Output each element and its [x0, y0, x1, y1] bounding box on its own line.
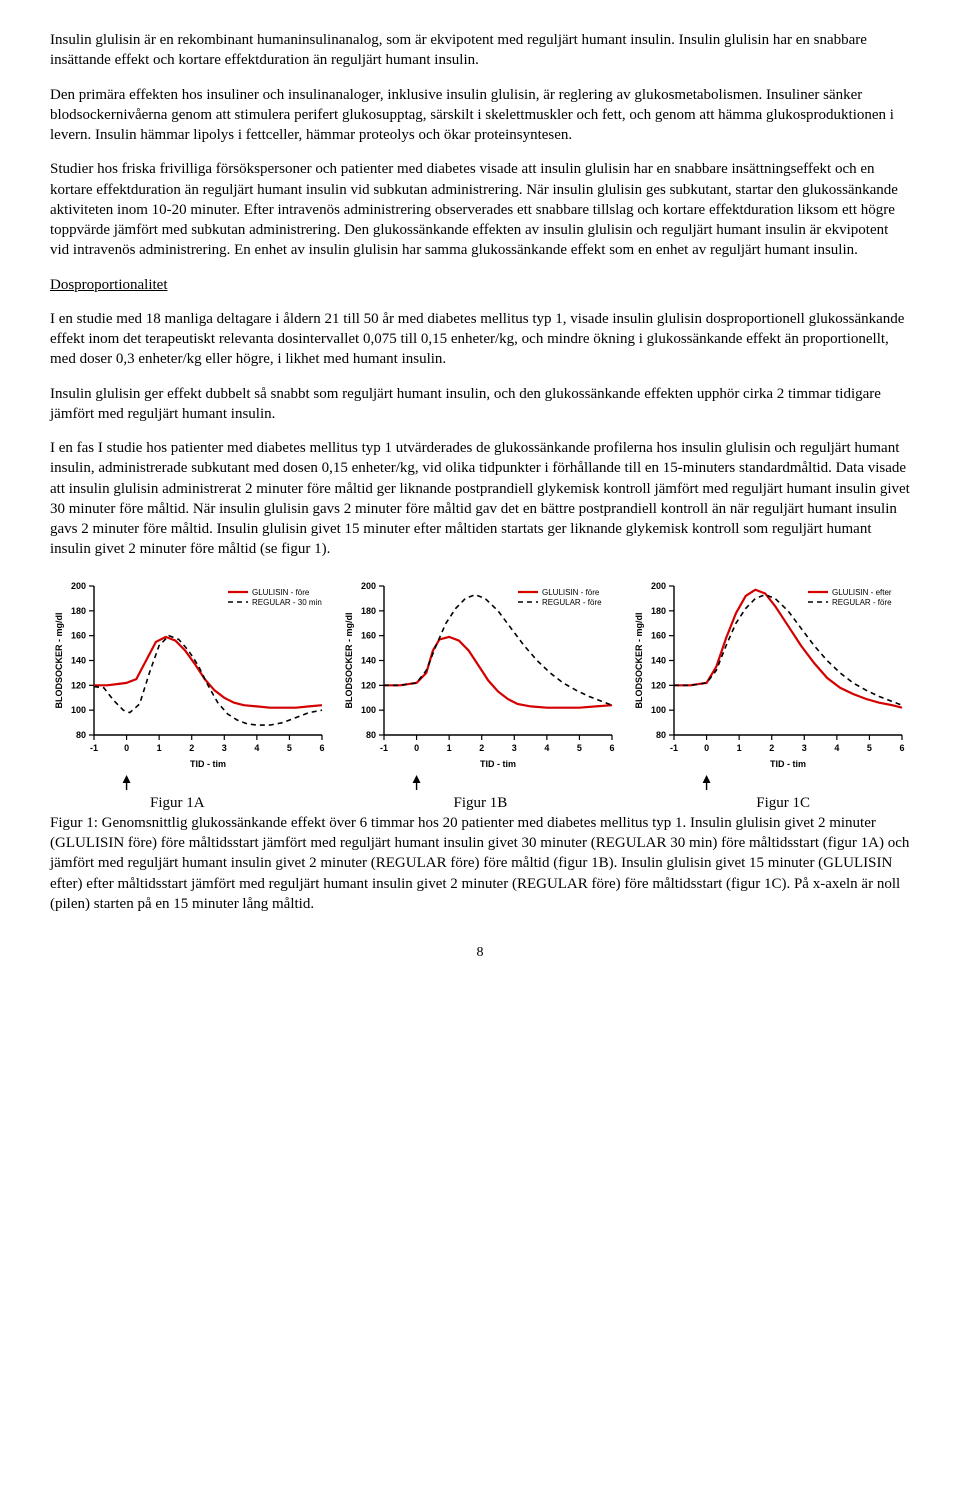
- svg-text:140: 140: [71, 655, 86, 665]
- svg-text:BLODSOCKER - mg/dl: BLODSOCKER - mg/dl: [344, 612, 354, 708]
- svg-text:120: 120: [651, 680, 666, 690]
- svg-text:100: 100: [71, 705, 86, 715]
- svg-text:200: 200: [71, 581, 86, 591]
- svg-text:GLULISIN - före: GLULISIN - före: [252, 588, 310, 597]
- chart-1a: 80 100 120 140 160 180 200 -1 0 1 2 3 4 5 6 BLODSOCKER …: [50, 580, 330, 790]
- paragraph-4: I en studie med 18 manliga deltagare i å…: [50, 309, 910, 370]
- svg-text:-1: -1: [670, 743, 678, 753]
- svg-text:100: 100: [361, 705, 376, 715]
- svg-text:140: 140: [651, 655, 666, 665]
- svg-text:3: 3: [512, 743, 517, 753]
- svg-text:3: 3: [222, 743, 227, 753]
- svg-text:5: 5: [287, 743, 292, 753]
- figure-labels-row: Figur 1A Figur 1B Figur 1C: [50, 793, 910, 813]
- svg-text:3: 3: [802, 743, 807, 753]
- paragraph-6: I en fas I studie hos patienter med diab…: [50, 438, 910, 560]
- svg-text:6: 6: [319, 743, 324, 753]
- svg-text:6: 6: [899, 743, 904, 753]
- svg-text:GLULISIN - efter: GLULISIN - efter: [832, 588, 892, 597]
- svg-text:TID - tim: TID - tim: [480, 759, 516, 769]
- svg-text:0: 0: [704, 743, 709, 753]
- svg-text:80: 80: [366, 730, 376, 740]
- svg-text:REGULAR - före: REGULAR - före: [542, 598, 602, 607]
- svg-text:120: 120: [71, 680, 86, 690]
- svg-text:TID - tim: TID - tim: [190, 759, 226, 769]
- svg-text:200: 200: [361, 581, 376, 591]
- figure-label-1b: Figur 1B: [454, 793, 508, 813]
- svg-text:-1: -1: [380, 743, 388, 753]
- paragraph-2: Den primära effekten hos insuliner och i…: [50, 85, 910, 146]
- svg-text:0: 0: [414, 743, 419, 753]
- svg-text:5: 5: [867, 743, 872, 753]
- figure-caption: Figur 1: Genomsnittlig glukossänkande ef…: [50, 813, 910, 914]
- svg-text:120: 120: [361, 680, 376, 690]
- heading-dosproportionalitet: Dosproportionalitet: [50, 275, 910, 295]
- svg-text:0: 0: [124, 743, 129, 753]
- chart-1b: 80 100 120 140 160 180 200 -1 0 1 2 3 4 5 6 BLODSOCKER …: [340, 580, 620, 790]
- svg-text:1: 1: [157, 743, 162, 753]
- svg-text:4: 4: [834, 743, 839, 753]
- svg-text:2: 2: [769, 743, 774, 753]
- svg-text:180: 180: [71, 605, 86, 615]
- figure-label-1c: Figur 1C: [756, 793, 810, 813]
- svg-text:BLODSOCKER - mg/dl: BLODSOCKER - mg/dl: [634, 612, 644, 708]
- svg-text:5: 5: [577, 743, 582, 753]
- svg-text:160: 160: [361, 630, 376, 640]
- svg-text:2: 2: [189, 743, 194, 753]
- svg-text:180: 180: [651, 605, 666, 615]
- svg-text:140: 140: [361, 655, 376, 665]
- paragraph-3: Studier hos friska frivilliga försöksper…: [50, 159, 910, 260]
- svg-text:6: 6: [609, 743, 614, 753]
- svg-text:TID - tim: TID - tim: [770, 759, 806, 769]
- svg-text:160: 160: [651, 630, 666, 640]
- svg-text:180: 180: [361, 605, 376, 615]
- svg-text:160: 160: [71, 630, 86, 640]
- svg-text:-1: -1: [90, 743, 98, 753]
- svg-text:4: 4: [544, 743, 549, 753]
- paragraph-1: Insulin glulisin är en rekombinant human…: [50, 30, 910, 71]
- svg-text:REGULAR - 30 min: REGULAR - 30 min: [252, 598, 322, 607]
- svg-text:BLODSOCKER - mg/dl: BLODSOCKER - mg/dl: [54, 612, 64, 708]
- chart-1c: 80 100 120 140 160 180 200 -1 0 1 2 3 4 5 6 BLODSOCKER …: [630, 580, 910, 790]
- svg-text:REGULAR - före: REGULAR - före: [832, 598, 892, 607]
- svg-text:4: 4: [254, 743, 259, 753]
- svg-text:100: 100: [651, 705, 666, 715]
- svg-text:200: 200: [651, 581, 666, 591]
- paragraph-5: Insulin glulisin ger effekt dubbelt så s…: [50, 384, 910, 425]
- svg-text:80: 80: [76, 730, 86, 740]
- svg-text:1: 1: [447, 743, 452, 753]
- figure-label-1a: Figur 1A: [150, 793, 205, 813]
- svg-text:80: 80: [656, 730, 666, 740]
- svg-text:1: 1: [737, 743, 742, 753]
- svg-text:GLULISIN - före: GLULISIN - före: [542, 588, 600, 597]
- charts-container: 80100120140160180200-10123456BLODSOCKER …: [50, 580, 910, 790]
- page-number: 8: [50, 944, 910, 963]
- svg-text:2: 2: [479, 743, 484, 753]
